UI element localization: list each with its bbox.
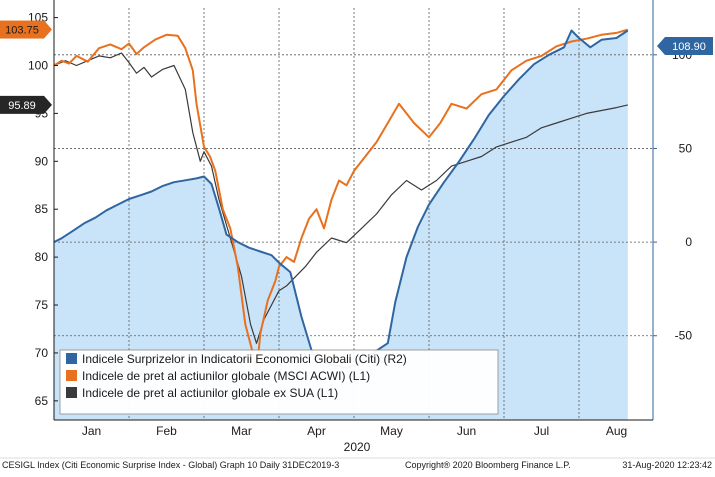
right-tick-label: 50 xyxy=(679,141,693,155)
left-tick-label: 90 xyxy=(35,154,49,168)
month-label: May xyxy=(380,424,403,438)
footer-copyright: Copyright® 2020 Bloomberg Finance L.P. xyxy=(405,460,571,470)
surprise-index-area xyxy=(54,30,628,420)
year-label: 2020 xyxy=(344,440,371,454)
left-tick-label: 100 xyxy=(28,58,48,72)
ex-usa-value-badge-arrow xyxy=(44,95,52,114)
ex-usa-value-badge xyxy=(0,95,44,114)
msci-acwi-line xyxy=(54,28,629,375)
month-label: Jan xyxy=(82,424,101,438)
footer: CESIGL Index (Citi Economic Surprise Ind… xyxy=(0,457,715,470)
month-label: Jun xyxy=(457,424,476,438)
legend-swatch-ex-usa xyxy=(66,387,77,398)
msci-value-badge-arrow xyxy=(44,20,52,39)
left-tick-label: 70 xyxy=(35,346,49,360)
legend-swatch-msci xyxy=(66,370,77,381)
footer-timestamp: 31-Aug-2020 12:23:42 xyxy=(622,460,712,470)
legend: Indicele Surprizelor in Indicatorii Econ… xyxy=(59,349,499,415)
month-label: Feb xyxy=(156,424,177,438)
axes-layer: 65707580859095100105-50050100JanFebMarAp… xyxy=(28,0,692,454)
footer-source: CESIGL Index (Citi Economic Surprise Ind… xyxy=(2,460,339,470)
left-tick-label: 85 xyxy=(35,202,49,216)
badges-layer: 103.75 95.89 108.90 xyxy=(0,20,713,114)
legend-label-msci: Indicele de pret al actiunilor globale (… xyxy=(82,369,370,383)
month-label: Mar xyxy=(231,424,252,438)
surprise-value-label: 108.90 xyxy=(672,41,706,53)
month-label: Jul xyxy=(534,424,549,438)
msci-value-label: 103.75 xyxy=(5,25,39,37)
surprise-value-badge xyxy=(665,37,713,55)
month-label: Aug xyxy=(606,424,627,438)
month-label: Apr xyxy=(307,424,326,438)
legend-swatch-surprise xyxy=(66,353,77,364)
area-layer xyxy=(54,30,628,420)
msci-value-badge xyxy=(0,20,44,39)
ex-usa-line xyxy=(54,52,628,344)
right-tick-label: 0 xyxy=(685,235,692,249)
ex-usa-value-label: 95.89 xyxy=(8,100,36,112)
left-tick-label: 75 xyxy=(35,298,49,312)
left-tick-label: 65 xyxy=(35,394,49,408)
legend-label-surprise: Indicele Surprizelor in Indicatorii Econ… xyxy=(82,352,407,366)
left-tick-label: 80 xyxy=(35,250,49,264)
grid-layer xyxy=(54,8,653,420)
right-tick-label: -50 xyxy=(675,329,693,343)
legend-label-ex-usa: Indicele de pret al actiunilor globale e… xyxy=(82,386,338,400)
legend-box xyxy=(59,349,499,415)
surprise-value-badge-arrow xyxy=(657,37,665,55)
